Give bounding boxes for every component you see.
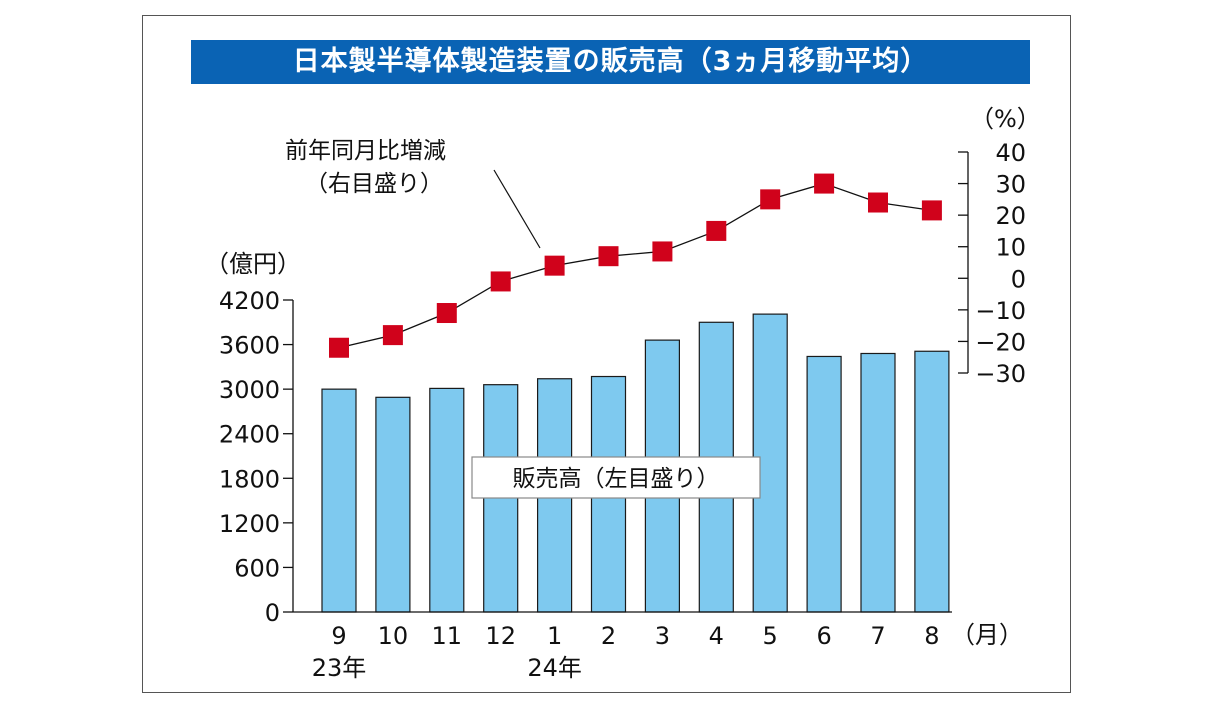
bar-7	[860, 352, 896, 613]
yoy-marker-12	[490, 271, 511, 292]
x-tick-label: 12	[485, 622, 516, 650]
right-tick-label: −20	[975, 328, 1026, 356]
x-tick-label: 8	[924, 622, 939, 650]
yoy-marker-5	[760, 189, 781, 210]
yoy-marker-11	[436, 303, 457, 324]
left-tick-label: 3000	[219, 376, 280, 404]
yoy-marker-3	[652, 241, 673, 262]
x-tick-label: 2	[601, 622, 616, 650]
line-series-label-scale: （右目盛り）	[305, 171, 443, 197]
left-tick-label: 4200	[219, 287, 280, 315]
x-tick-label: 6	[816, 622, 831, 650]
right-axis-unit: （%）	[970, 105, 1041, 133]
left-tick-label: 3600	[219, 332, 280, 360]
right-tick-label: 20	[995, 202, 1026, 230]
bar-6	[806, 355, 842, 613]
bar-series-label-box	[471, 456, 761, 499]
yoy-marker-8	[921, 200, 942, 221]
bar-9	[321, 388, 357, 613]
line-series-leader	[493, 169, 541, 249]
left-tick-label: 1800	[219, 465, 280, 493]
bar-11	[429, 387, 465, 613]
yoy-marker-1	[544, 255, 565, 276]
bar-10	[375, 396, 411, 613]
right-tick-label: 0	[1011, 265, 1026, 293]
x-tick-label: 9	[331, 622, 346, 650]
year-label: 23年	[312, 654, 367, 682]
yoy-marker-7	[868, 192, 888, 213]
yoy-line	[338, 182, 932, 349]
yoy-marker-6	[814, 173, 835, 194]
x-tick-label: 5	[763, 622, 778, 650]
x-axis-unit: （月）	[951, 621, 1023, 649]
x-tick-label: 4	[709, 622, 724, 650]
left-tick-label: 2400	[219, 421, 280, 449]
yoy-marker-2	[598, 246, 619, 267]
yoy-marker-10	[382, 325, 403, 346]
left-tick-label: 0	[265, 599, 280, 627]
chart-title: 日本製半導体製造装置の販売高（3ヵ月移動平均）	[191, 40, 1030, 84]
line-series-label: 前年同月比増減	[285, 138, 446, 164]
left-tick-label: 600	[234, 554, 280, 582]
right-tick-label: −10	[975, 297, 1026, 325]
right-tick-label: −30	[975, 360, 1026, 388]
x-tick-label: 7	[870, 622, 885, 650]
right-tick-label: 40	[995, 139, 1026, 167]
bar-series-label: 販売高（左目盛り）	[513, 466, 720, 492]
x-tick-label: 10	[378, 622, 409, 650]
right-tick-label: 10	[995, 234, 1026, 262]
left-axis-unit: （億円）	[205, 250, 301, 278]
yoy-marker-9	[329, 337, 349, 358]
left-tick-label: 1200	[219, 510, 280, 538]
x-tick-label: 1	[547, 622, 562, 650]
year-label: 24年	[527, 654, 582, 682]
bar-8	[914, 350, 950, 613]
right-tick-label: 30	[995, 171, 1026, 199]
x-tick-label: 3	[655, 622, 670, 650]
yoy-marker-4	[706, 220, 727, 241]
x-tick-label: 11	[432, 622, 463, 650]
